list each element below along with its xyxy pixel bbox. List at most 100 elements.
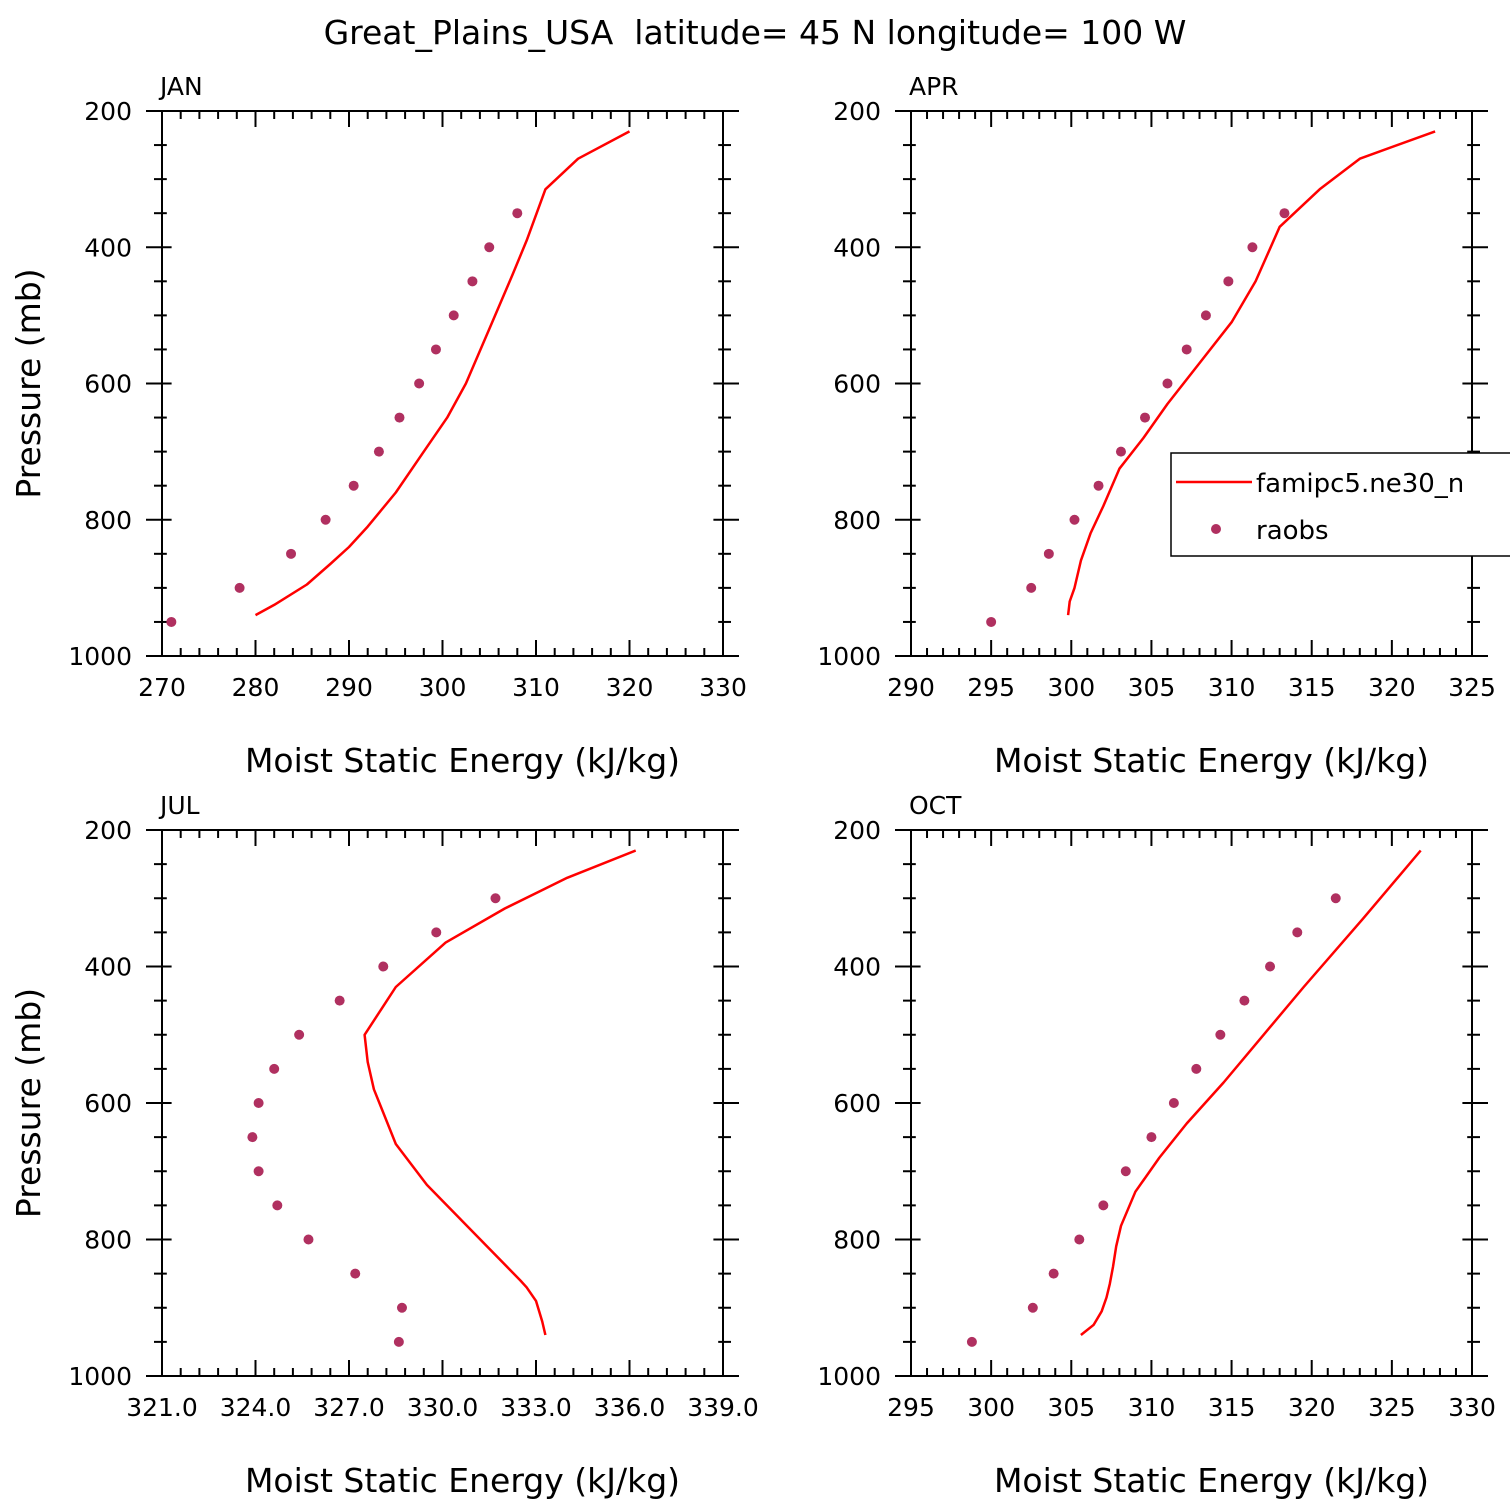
y-axis-label: Pressure (mb) (9, 988, 48, 1218)
obs-point (373, 446, 384, 457)
y-tick-label: 200 (84, 97, 132, 126)
obs-point (1140, 412, 1151, 423)
x-tick-label: 320 (1288, 1393, 1336, 1422)
x-tick-label: 290 (887, 673, 935, 702)
obs-point (1191, 1063, 1202, 1074)
obs-point (394, 412, 405, 423)
obs-point (1247, 242, 1258, 253)
obs-point (393, 1336, 404, 1347)
x-axis-label: Moist Static Energy (kJ/kg) (994, 1461, 1429, 1500)
x-tick-label: 315 (1288, 673, 1336, 702)
x-axis-label: Moist Static Energy (kJ/kg) (994, 741, 1429, 780)
obs-point (966, 1336, 977, 1347)
x-tick-label: 305 (1047, 1393, 1095, 1422)
obs-point (1223, 276, 1234, 287)
panel-label: APR (909, 72, 959, 101)
obs-point (350, 1268, 361, 1279)
panel-jan: 270 280 290 300 310 320 330 200 400 600 800 1000 JAN… (9, 72, 747, 780)
x-tick-label: 310 (512, 673, 560, 702)
obs-point (1181, 344, 1192, 355)
obs-point (414, 378, 425, 389)
obs-point (1162, 378, 1173, 389)
y-tick-label: 800 (84, 1226, 132, 1255)
obs-point (448, 310, 459, 321)
x-tick-label: 300 (967, 1393, 1015, 1422)
y-tick-label: 800 (833, 506, 881, 535)
obs-point (1027, 1302, 1038, 1313)
obs-point (1074, 1234, 1085, 1245)
plot-frame (161, 829, 724, 1377)
obs-point (1265, 961, 1276, 972)
legend-box (1170, 452, 1510, 557)
x-tick-label: 280 (232, 673, 280, 702)
obs-point (294, 1029, 305, 1040)
obs-point (1120, 1166, 1131, 1177)
obs-point (1168, 1098, 1179, 1108)
panel-jul: 321.0 324.0 327.0 330.0 333.0 336.0 339.0 200 40… (9, 791, 759, 1500)
panel-oct: 295 300 305 310 315 320 325 330 200 400 600 800 1000… (817, 791, 1495, 1500)
obs-point (1239, 995, 1250, 1006)
x-tick-label: 330 (699, 673, 747, 702)
x-tick-label: 295 (887, 1393, 935, 1422)
model-line-oct (1080, 849, 1422, 1336)
obs-point (1069, 514, 1080, 525)
legend: famipc5.ne30_n raobs (1170, 452, 1510, 557)
figure-title: Great_Plains_USA latitude= 45 N longitud… (324, 13, 1187, 52)
x-tick-label: 325 (1368, 1393, 1416, 1422)
obs-point (396, 1302, 407, 1313)
y-tick-label: 600 (833, 1089, 881, 1118)
obs-point (378, 961, 389, 972)
obs-point (1200, 310, 1211, 321)
x-tick-label: 315 (1208, 1393, 1256, 1422)
obs-point (1048, 1268, 1059, 1279)
panel-apr: 290 295 300 305 310 315 320 325 200 400 600 800 1000… (817, 72, 1495, 780)
x-tick-label: 305 (1128, 673, 1176, 702)
y-tick-label: 200 (833, 97, 881, 126)
y-tick-label: 800 (833, 1226, 881, 1255)
x-tick-label: 339.0 (687, 1393, 759, 1422)
obs-point (1146, 1132, 1157, 1143)
y-tick-label: 800 (84, 506, 132, 535)
x-tick-label: 310 (1208, 673, 1256, 702)
obs-point (1215, 1029, 1226, 1040)
x-tick-label: 320 (606, 673, 654, 702)
obs-point (247, 1132, 258, 1143)
obs-point (1115, 446, 1126, 457)
obs-point (1098, 1200, 1109, 1211)
x-tick-label: 300 (1047, 673, 1095, 702)
y-tick-label: 1000 (68, 642, 132, 671)
x-tick-label: 300 (419, 673, 467, 702)
legend-marker-label: raobs (1256, 516, 1329, 546)
x-tick-label: 270 (138, 673, 186, 702)
x-tick-label: 295 (967, 673, 1015, 702)
panel-label: OCT (909, 791, 962, 820)
x-tick-label: 290 (325, 673, 373, 702)
obs-point (334, 995, 345, 1006)
obs-point (484, 242, 495, 253)
x-tick-label: 330 (1448, 1393, 1496, 1422)
y-tick-label: 1000 (68, 1362, 132, 1391)
y-tick-label: 600 (84, 370, 132, 399)
obs-point (1093, 480, 1104, 491)
obs-point (490, 893, 501, 904)
x-tick-label: 325 (1448, 673, 1496, 702)
y-tick-label: 600 (833, 370, 881, 399)
x-tick-label: 321.0 (126, 1393, 198, 1422)
panel-label: JAN (158, 72, 203, 101)
y-tick-label: 200 (833, 816, 881, 845)
x-tick-label: 333.0 (500, 1393, 572, 1422)
obs-point (1292, 927, 1303, 938)
x-tick-label: 336.0 (594, 1393, 666, 1422)
x-tick-label: 320 (1368, 673, 1416, 702)
y-tick-label: 1000 (817, 1362, 881, 1391)
obs-point (1279, 208, 1290, 219)
y-axis-label: Pressure (mb) (9, 268, 48, 498)
plot-frame (910, 110, 1473, 657)
plot-frame (910, 829, 1473, 1377)
obs-point (1026, 582, 1037, 593)
obs-point (1043, 548, 1054, 559)
obs-point (166, 616, 177, 627)
model-line-jan (254, 130, 631, 617)
obs-point (986, 616, 997, 627)
obs-point (320, 514, 331, 525)
